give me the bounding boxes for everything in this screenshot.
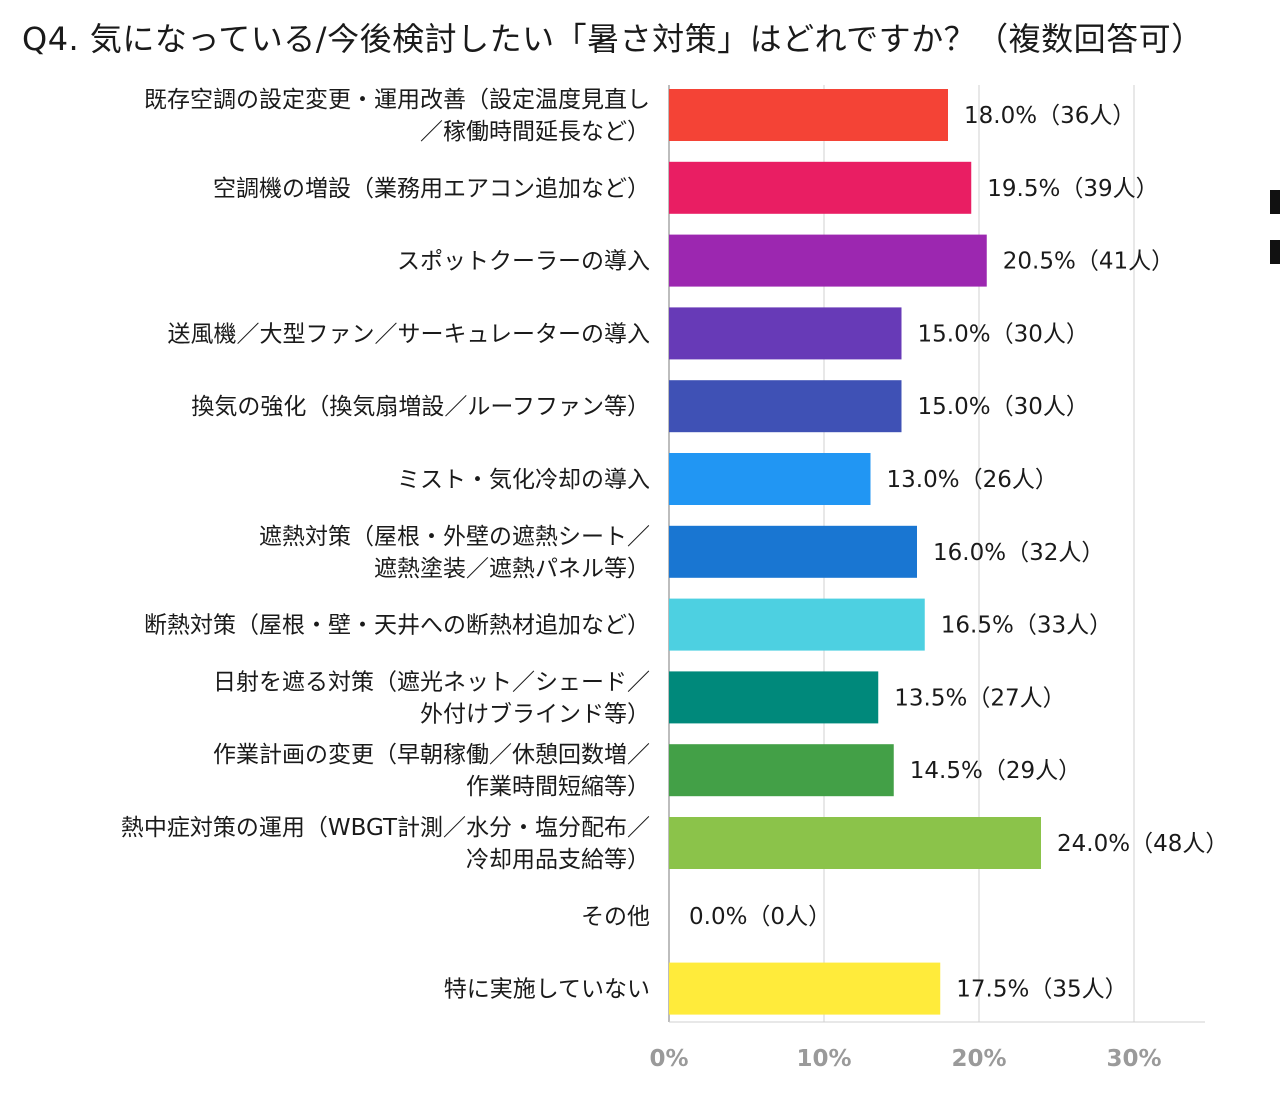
value-label: 13.5%（27人） [894, 685, 1065, 711]
category-label-line: スポットクーラーの導入 [397, 249, 650, 275]
category-label: 遮熱対策（屋根・外壁の遮熱シート／ 遮熱塗装／遮熱パネル等） [259, 524, 650, 582]
x-tick-label: 10% [796, 1046, 851, 1072]
category-label: 換気の強化（換気扇増設／ルーフファン等） [191, 394, 650, 420]
bar [669, 161, 972, 214]
value-label: 19.5%（39人） [987, 176, 1158, 202]
category-label-line: ミスト・気化冷却の導入 [397, 467, 650, 493]
value-label: 14.5%（29人） [910, 758, 1081, 784]
x-tick-label: 0% [649, 1046, 688, 1072]
category-label-line: 特に実施していない [444, 977, 650, 1003]
bar [669, 525, 917, 578]
value-label: 17.5%（35人） [956, 977, 1127, 1003]
category-label-line: 作業時間短縮等） [466, 774, 650, 800]
category-label-line: 断熱対策（屋根・壁・天井への断熱材追加など） [144, 613, 650, 639]
category-label: 熱中症対策の運用（WBGT計測／水分・塩分配布／ 冷却用品支給等） [121, 815, 650, 873]
category-label: その他 [581, 904, 650, 930]
bar [669, 744, 894, 797]
category-label: 作業計画の変更（早朝稼働／休憩回数増／ 作業時間短縮等） [213, 742, 650, 800]
bar [669, 817, 1041, 869]
category-label-line: 遮熱対策（屋根・外壁の遮熱シート／ [259, 524, 650, 550]
value-labels: 18.0%（36人） 19.5%（39人） 20.5%（41人） 15.0%（30人）… [689, 103, 1228, 1003]
legend-marker [1270, 190, 1280, 214]
category-label-line: 遮熱塗装／遮熱パネル等） [374, 556, 650, 582]
category-label: スポットクーラーの導入 [397, 249, 650, 275]
x-tick-label: 30% [1106, 1046, 1161, 1072]
value-label: 20.5%（41人） [1003, 249, 1174, 275]
bar [669, 307, 902, 360]
value-label: 15.0%（30人） [918, 321, 1089, 347]
category-label: 断熱対策（屋根・壁・天井への断熱材追加など） [144, 613, 650, 639]
bar [669, 453, 871, 505]
category-label-line: 外付けブラインド等） [420, 701, 650, 727]
category-label: 送風機／大型ファン／サーキュレーターの導入 [167, 321, 650, 347]
category-labels: 既存空調の設定変更・運用改善（設定温度見直し ／稼働時間延長など） 空調機の増設（業… [121, 87, 650, 1003]
category-label-line: 送風機／大型ファン／サーキュレーターの導入 [167, 321, 650, 347]
category-label: ミスト・気化冷却の導入 [397, 467, 650, 493]
bar [669, 234, 987, 287]
x-tick-label: 20% [951, 1046, 1006, 1072]
category-label: 特に実施していない [444, 977, 650, 1003]
value-label: 16.5%（33人） [941, 613, 1112, 639]
category-label: 空調機の増設（業務用エアコン追加など） [213, 176, 650, 202]
x-axis-ticks: 0% 10% 20% 30% [649, 1046, 1161, 1072]
category-label-line: 換気の強化（換気扇増設／ルーフファン等） [191, 394, 650, 420]
value-label: 16.0%（32人） [933, 540, 1104, 566]
chart-title: Q4. 気になっている/今後検討したい「暑さ対策」はどれですか？（複数回答可） [22, 20, 1204, 58]
category-label-line: 空調機の増設（業務用エアコン追加など） [213, 176, 650, 202]
category-label: 既存空調の設定変更・運用改善（設定温度見直し ／稼働時間延長など） [144, 87, 650, 145]
value-label: 24.0%（48人） [1057, 831, 1228, 857]
category-label-line: 作業計画の変更（早朝稼働／休憩回数増／ [213, 742, 650, 768]
category-label-line: 冷却用品支給等） [466, 847, 650, 873]
category-label-line: ／稼働時間延長など） [420, 119, 650, 145]
bar [669, 89, 948, 141]
legend-marker [1270, 240, 1280, 264]
value-label: 0.0%（0人） [689, 904, 831, 930]
value-label: 13.0%（26人） [887, 467, 1058, 493]
value-label: 18.0%（36人） [964, 103, 1135, 129]
category-label-line: その他 [581, 904, 650, 930]
category-label: 日射を遮る対策（遮光ネット／シェード／ 外付けブラインド等） [213, 669, 650, 727]
value-label: 15.0%（30人） [918, 394, 1089, 420]
category-label-line: 日射を遮る対策（遮光ネット／シェード／ [213, 669, 650, 695]
category-label-line: 既存空調の設定変更・運用改善（設定温度見直し [144, 87, 650, 113]
bar [669, 671, 879, 724]
category-label-line: 熱中症対策の運用（WBGT計測／水分・塩分配布／ [121, 815, 650, 841]
bar [669, 962, 941, 1015]
bar [669, 380, 902, 433]
bar [669, 598, 925, 651]
bars [669, 89, 1041, 1015]
